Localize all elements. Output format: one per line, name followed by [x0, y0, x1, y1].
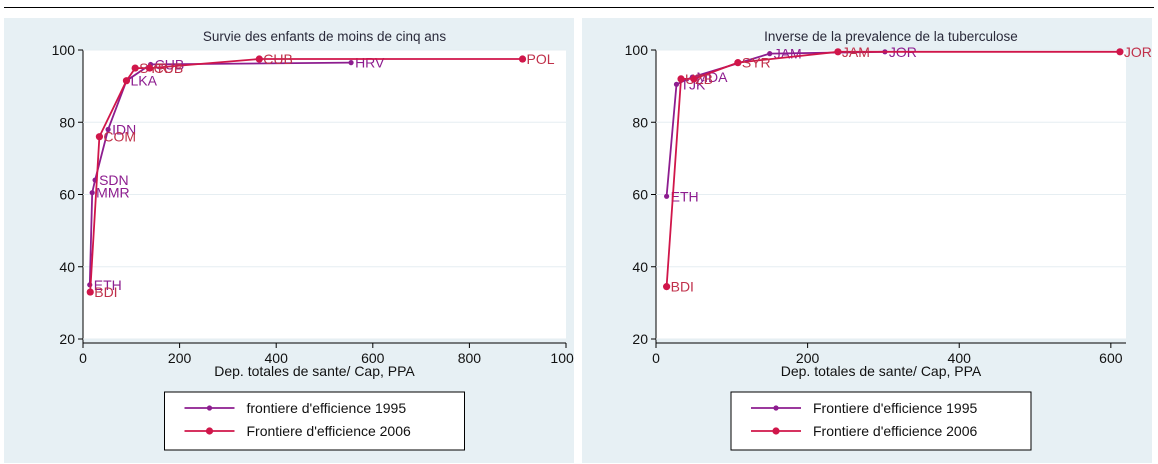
legend-label: Frontiere d'efficience 1995: [813, 400, 978, 416]
data-point: [131, 64, 139, 72]
data-point: [673, 81, 680, 87]
tb-prevalence-chart: Inverse de la prevalence de la tuberculo…: [582, 18, 1152, 463]
chart-title: Survie des enfants de moins de cinq ans: [203, 29, 446, 44]
point-label: HRV: [355, 55, 385, 71]
data-point: [1116, 48, 1124, 56]
data-point: [834, 48, 842, 56]
data-point: [105, 126, 111, 133]
y-tick-label: 20: [632, 331, 648, 347]
x-axis-title: Dep. totales de sante/ Cap, PPA: [214, 363, 415, 379]
x-tick-label: 0: [79, 350, 87, 366]
x-tick-label: 600: [1099, 350, 1123, 366]
point-label: POL: [527, 51, 555, 67]
legend-swatch-marker: [206, 405, 213, 411]
legend-swatch-marker: [773, 405, 779, 411]
child-survival-chart: Survie des enfants de moins de cinq ans 2…: [4, 18, 574, 463]
y-tick-label: 60: [632, 187, 648, 203]
x-tick-label: 800: [458, 350, 482, 366]
chart-title: Inverse de la prevalence de la tuberculo…: [764, 29, 1018, 44]
data-point: [348, 60, 354, 66]
data-point: [664, 193, 670, 199]
data-point: [89, 190, 95, 196]
point-label: ETH: [94, 277, 122, 293]
x-tick-label: 0: [652, 350, 660, 366]
y-tick-label: 100: [625, 42, 649, 58]
data-point: [122, 77, 131, 85]
legend-label: frontiere d'efficience 1995: [247, 400, 407, 416]
x-tick-label: 400: [265, 350, 289, 366]
series-line-1: [665, 50, 1120, 287]
point-label: CUB: [263, 51, 293, 67]
legend-label: Frontiere d'efficience 2006: [813, 423, 978, 439]
point-label: CUB: [155, 56, 185, 72]
point-label: JOR: [1124, 44, 1152, 60]
data-point: [690, 75, 698, 83]
point-label: ETH: [671, 188, 699, 204]
x-tick-label: 200: [796, 350, 820, 366]
point-label: COM: [103, 129, 136, 145]
y-tick-label: 80: [632, 114, 648, 130]
top-rule: [4, 7, 1154, 8]
y-tick-label: 60: [59, 187, 75, 203]
point-label: SYR: [139, 60, 168, 76]
y-tick-label: 100: [52, 42, 76, 58]
legend-box: [730, 391, 1032, 451]
point-label: CUB: [154, 60, 184, 76]
point-label: SYR: [742, 55, 771, 71]
point-label: MDA: [696, 69, 728, 85]
data-point: [255, 55, 263, 63]
data-point: [86, 288, 94, 296]
data-point: [767, 51, 773, 57]
point-label: JAM: [774, 46, 802, 62]
y-tick-label: 40: [632, 259, 648, 275]
point-label: UZB: [685, 71, 713, 87]
x-tick-label: 400: [948, 350, 972, 366]
chart-panel-child-survival: Survie des enfants de moins de cinq ans 2…: [4, 18, 574, 463]
data-point: [734, 59, 742, 67]
point-label: MMR: [96, 185, 129, 201]
x-tick-label: 200: [168, 350, 192, 366]
legend-label: Frontiere d'efficience 2006: [247, 423, 412, 439]
point-label: TJK: [680, 76, 706, 92]
x-tick-label: 600: [361, 350, 385, 366]
point-label: SDN: [99, 172, 129, 188]
data-point: [95, 133, 104, 141]
y-tick-label: 20: [59, 331, 75, 347]
y-tick-label: 40: [59, 259, 75, 275]
point-label: LKA: [130, 73, 157, 89]
y-tick-label: 80: [59, 114, 75, 130]
x-axis-title: Dep. totales de sante/ Cap, PPA: [781, 363, 982, 379]
point-label: BDI: [671, 279, 694, 295]
legend-swatch-marker: [205, 427, 214, 435]
data-point: [663, 283, 671, 291]
legend-box: [164, 391, 465, 451]
point-label: BDI: [94, 284, 117, 300]
data-point: [677, 75, 685, 83]
data-point: [518, 55, 527, 63]
data-point: [146, 64, 154, 72]
point-label: IDN: [112, 121, 136, 137]
chart-panel-tb-prevalence: Inverse de la prevalence de la tuberculo…: [582, 18, 1152, 463]
legend-swatch-marker: [772, 427, 780, 435]
point-label: JAM: [842, 44, 870, 60]
